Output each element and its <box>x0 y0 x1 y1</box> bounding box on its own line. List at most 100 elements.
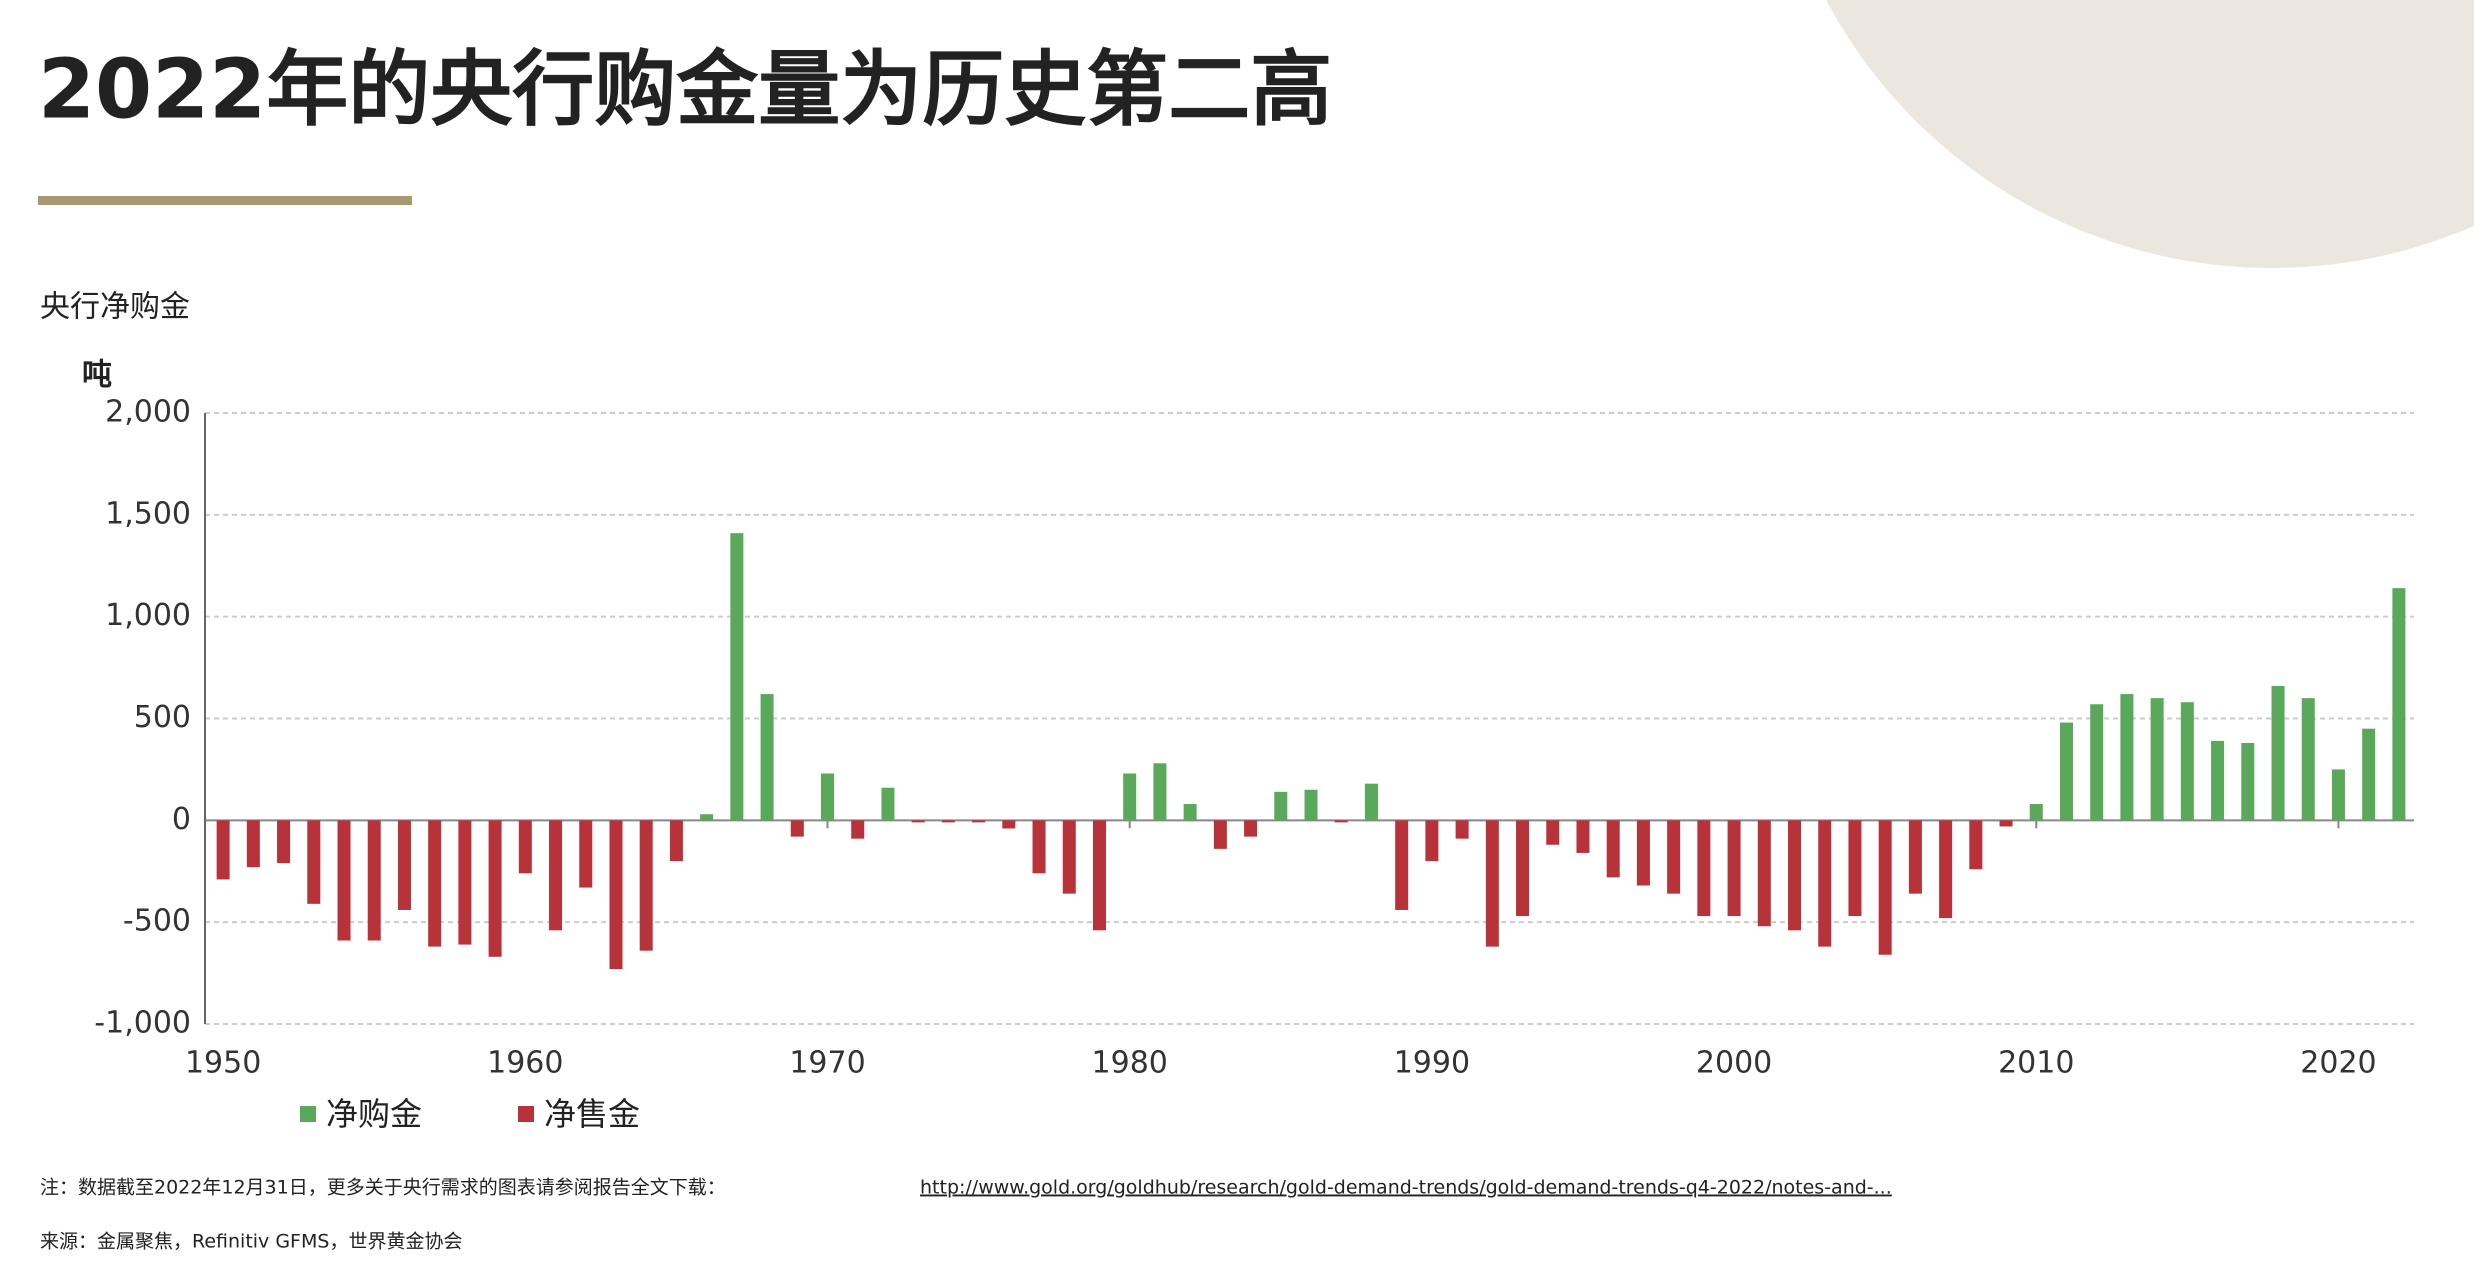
note: 注：数据截至2022年12月31日，更多关于央行需求的图表请参阅报告全文下载： <box>40 1177 726 1199</box>
bar <box>1364 783 1378 821</box>
bar <box>1032 820 1046 874</box>
bar <box>337 820 351 941</box>
bar <box>790 820 804 837</box>
bar <box>911 820 925 823</box>
bar <box>1425 820 1439 862</box>
bar <box>1848 820 1862 917</box>
legend: 净购金 净售金 <box>300 1095 640 1133</box>
bar <box>2090 704 2104 821</box>
bar <box>1455 820 1469 839</box>
bar <box>1546 820 1560 845</box>
bar <box>2059 722 2073 821</box>
bar <box>2362 728 2376 821</box>
subtitle: 央行净购金 <box>40 290 190 325</box>
bar <box>1334 820 1348 823</box>
bar <box>488 820 502 957</box>
bar <box>1606 820 1620 878</box>
y-tick-label: 500 <box>134 700 191 735</box>
bar <box>2029 804 2043 821</box>
bar <box>851 820 865 839</box>
bar <box>549 820 563 931</box>
bar <box>216 820 230 880</box>
bar <box>1123 773 1137 821</box>
bar <box>881 787 895 821</box>
bar <box>397 820 411 910</box>
decor-circle <box>1826 0 2474 268</box>
x-tick-label: 2010 <box>1998 1046 2074 1081</box>
y-tick-label: -1,000 <box>94 1006 191 1041</box>
bar <box>1878 820 1892 955</box>
y-axis-label: 吨 <box>82 358 112 393</box>
bar <box>2211 740 2225 821</box>
x-tick-label: 2020 <box>2300 1046 2376 1081</box>
bar <box>639 820 653 951</box>
bar <box>1153 763 1167 821</box>
bar <box>1999 820 2013 827</box>
legend-label: 净购金 <box>326 1095 422 1133</box>
x-tick-label: 2000 <box>1696 1046 1772 1081</box>
bar <box>1727 820 1741 917</box>
x-tick-label: 1950 <box>185 1046 261 1081</box>
y-tick-label: 0 <box>172 802 191 837</box>
bar <box>1092 820 1106 931</box>
y-tick-label: 1,000 <box>105 598 191 633</box>
bar <box>428 820 442 947</box>
bar <box>730 533 744 821</box>
legend-swatch <box>518 1106 534 1122</box>
bar <box>1244 820 1258 837</box>
x-tick-label: 1980 <box>1092 1046 1168 1081</box>
bar <box>1636 820 1650 886</box>
bar <box>1818 820 1832 947</box>
bar <box>1908 820 1922 894</box>
bar <box>1183 804 1197 821</box>
bar <box>1969 820 1983 870</box>
y-tick-label: 1,500 <box>105 496 191 531</box>
bar <box>1062 820 1076 894</box>
bar <box>1213 820 1227 849</box>
bar <box>1788 820 1802 931</box>
bar <box>2241 742 2255 821</box>
bar <box>700 814 714 821</box>
bar <box>518 820 532 874</box>
x-tick-label: 1960 <box>487 1046 563 1081</box>
bar <box>1576 820 1590 853</box>
bar <box>1485 820 1499 947</box>
x-tick-label: 1970 <box>789 1046 865 1081</box>
bar <box>2271 685 2285 821</box>
bar <box>941 820 955 823</box>
legend-label: 净售金 <box>544 1095 640 1133</box>
note-link[interactable]: http://www.gold.org/goldhub/research/gol… <box>920 1177 1892 1199</box>
bar <box>1274 791 1288 821</box>
bar <box>1516 820 1530 917</box>
bar <box>821 773 835 821</box>
chart-title: 2022年的央行购金量为历史第二高 <box>38 42 1332 137</box>
source: 来源：金属聚焦，Refinitiv GFMS，世界黄金协会 <box>40 1231 462 1253</box>
bar <box>1002 820 1016 829</box>
bar <box>307 820 321 904</box>
x-tick-label: 1990 <box>1394 1046 1470 1081</box>
bar <box>760 694 774 821</box>
bar <box>2301 698 2315 821</box>
bar <box>609 820 623 970</box>
bar <box>2120 694 2134 821</box>
bar <box>1939 820 1953 919</box>
bar <box>246 820 260 868</box>
bar <box>2392 588 2406 821</box>
bar <box>367 820 381 941</box>
bar <box>2150 698 2164 821</box>
bar <box>1395 820 1409 910</box>
bar <box>277 820 291 864</box>
bar <box>1697 820 1711 917</box>
bar <box>669 820 683 862</box>
bar <box>1757 820 1771 927</box>
legend-swatch <box>300 1106 316 1122</box>
bar <box>972 820 986 823</box>
bar <box>458 820 472 945</box>
bar <box>2331 769 2345 821</box>
bar <box>579 820 593 888</box>
bar <box>1667 820 1681 894</box>
y-tick-label: -500 <box>123 904 191 939</box>
y-tick-label: 2,000 <box>105 395 191 430</box>
bar <box>1304 789 1318 821</box>
